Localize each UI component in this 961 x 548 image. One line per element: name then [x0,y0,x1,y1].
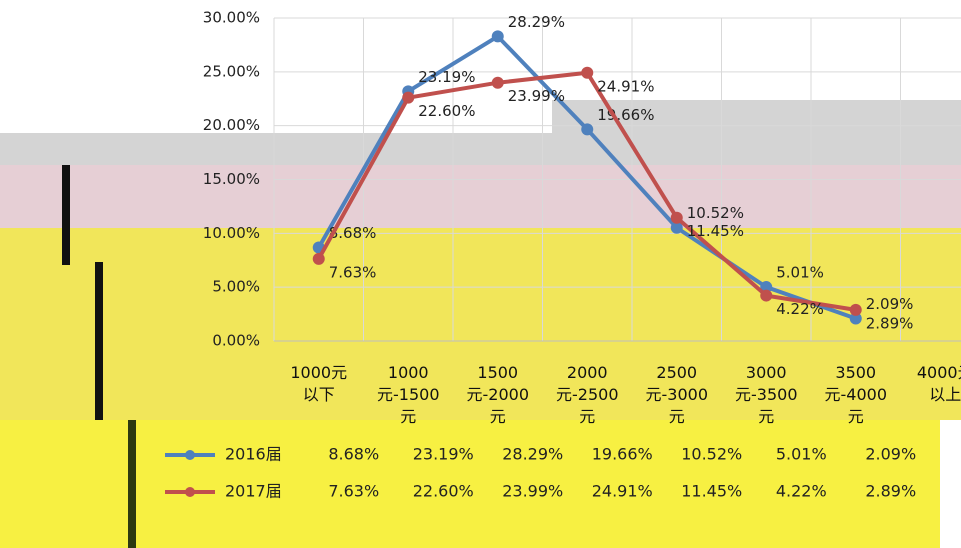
point [491,76,504,89]
x-tick-label: 2500元-3000元 [645,363,709,426]
y-tick-label: 5.00% [212,278,260,296]
y-tick-label: 30.00% [203,9,260,27]
point [581,66,594,79]
table-cell: 5.01% [776,445,827,464]
point [670,211,683,224]
table-cell: 22.60% [413,482,474,501]
glitch-band [0,165,961,228]
glitch-band [0,133,961,165]
point [581,123,594,136]
table-cell: 24.91% [592,482,653,501]
table-cell: 19.66% [592,445,653,464]
data-label: 2.09% [866,295,914,313]
legend-marker [185,487,195,497]
table-cell: 8.68% [328,445,379,464]
x-tick-label: 4000元以上 [916,363,961,404]
table-cell: 10.52% [681,445,742,464]
data-label: 8.68% [329,224,377,242]
data-label: 24.91% [597,77,654,95]
x-tick-label: 1500元-2000元 [466,363,530,426]
data-label: 19.66% [597,106,654,124]
data-label: 23.99% [508,87,565,105]
y-tick-label: 20.00% [203,116,260,134]
y-tick-label: 25.00% [203,62,260,80]
table-cell: 4.22% [776,482,827,501]
x-tick-label: 2000元-2500元 [556,363,619,426]
point [760,281,773,294]
x-tick-label: 1000元-1500元 [377,363,440,426]
table-cell: 11.45% [681,482,742,501]
data-label: 23.19% [418,68,475,86]
point [849,303,862,316]
table-cell: 23.19% [413,445,474,464]
glitch-band [0,420,940,548]
legend-marker [185,450,195,460]
point [402,91,415,104]
point [312,252,325,265]
table-cell: 28.29% [502,445,563,464]
data-label: 4.22% [776,300,824,318]
table-cell: 2.89% [865,482,916,501]
glitch-band [0,228,961,420]
x-tick-label: 1000元以下 [290,363,348,404]
point [670,221,683,234]
data-label: 7.63% [329,263,377,281]
table-cell: 2.09% [865,445,916,464]
y-tick-label: 15.00% [203,170,260,188]
data-label: 11.45% [687,222,744,240]
glitch-bar [95,262,103,420]
data-label: 28.29% [508,13,565,31]
glitch-bar [62,165,70,265]
data-label: 10.52% [687,204,744,222]
data-label: 2.89% [866,314,914,332]
x-tick-label: 3000元-3500元 [735,363,798,426]
point [849,312,862,325]
legend-label: 2016届 [225,445,282,464]
data-label: 22.60% [418,102,475,120]
y-tick-label: 0.00% [212,332,260,350]
table-cell: 23.99% [502,482,563,501]
point [491,30,504,43]
data-label: 5.01% [776,264,824,282]
y-tick-label: 10.00% [203,224,260,242]
legend-label: 2017届 [225,482,282,501]
table-cell: 7.63% [328,482,379,501]
x-tick-label: 3500元-4000元 [824,363,888,426]
point [760,289,773,302]
glitch-bar [128,420,136,548]
